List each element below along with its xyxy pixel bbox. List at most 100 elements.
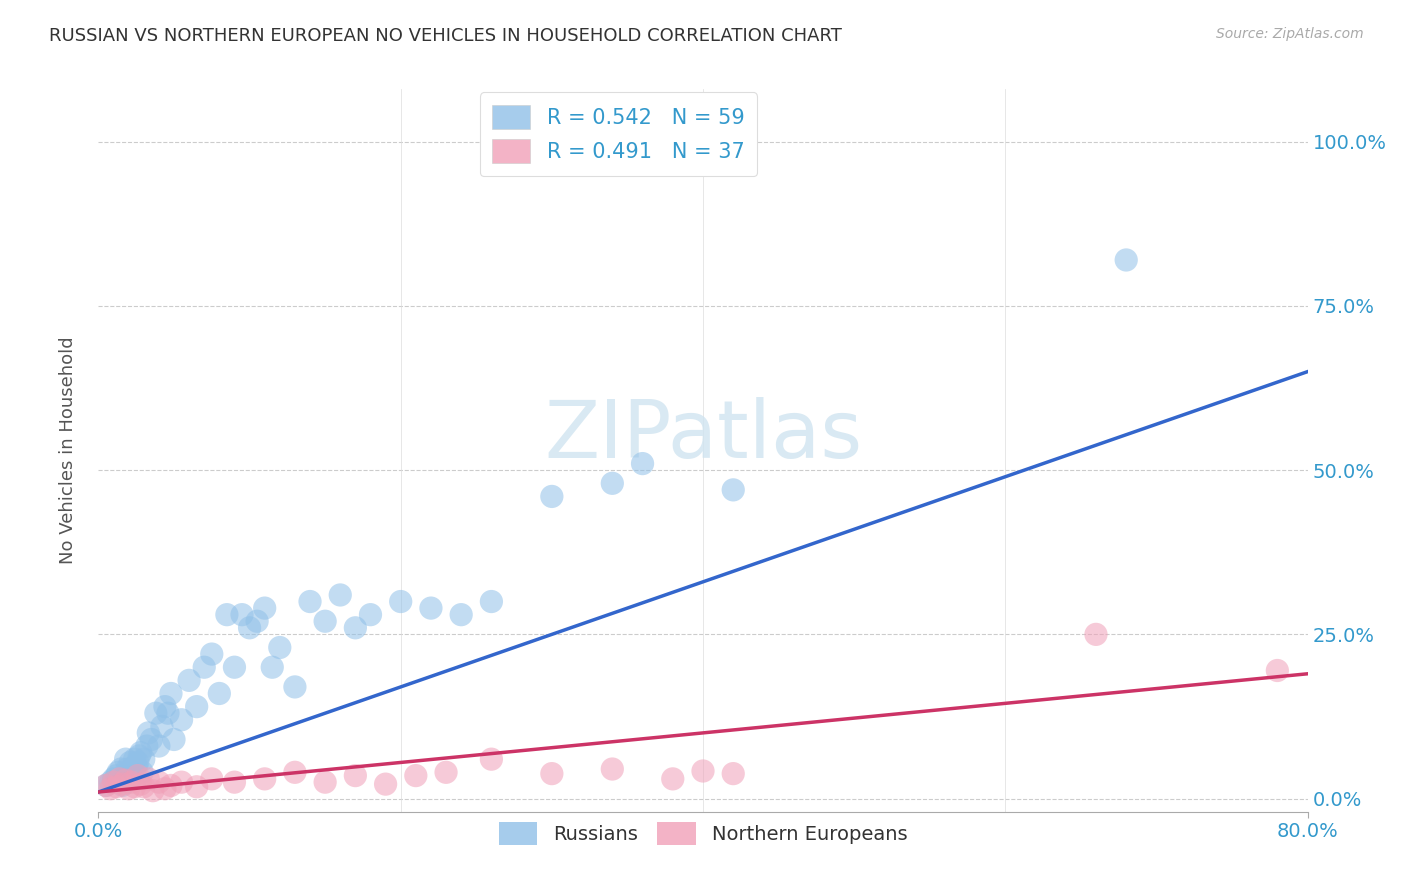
Point bbox=[314, 775, 336, 789]
Point bbox=[160, 686, 183, 700]
Point bbox=[224, 660, 246, 674]
Point bbox=[540, 766, 562, 780]
Point bbox=[661, 772, 683, 786]
Point bbox=[360, 607, 382, 622]
Text: ZIPatlas: ZIPatlas bbox=[544, 397, 862, 475]
Point bbox=[1267, 664, 1289, 678]
Point bbox=[201, 772, 224, 786]
Point bbox=[148, 739, 170, 753]
Point bbox=[215, 607, 238, 622]
Point bbox=[136, 772, 159, 786]
Point bbox=[239, 621, 262, 635]
Point bbox=[127, 769, 149, 783]
Point bbox=[602, 476, 624, 491]
Y-axis label: No Vehicles in Household: No Vehicles in Household bbox=[59, 336, 77, 565]
Point bbox=[129, 746, 152, 760]
Point bbox=[692, 764, 714, 778]
Point bbox=[179, 673, 201, 688]
Point bbox=[114, 752, 136, 766]
Point bbox=[124, 780, 146, 794]
Point bbox=[120, 756, 142, 770]
Point bbox=[389, 594, 412, 608]
Point bbox=[723, 766, 745, 780]
Point bbox=[450, 607, 472, 622]
Point bbox=[125, 758, 148, 772]
Point bbox=[284, 680, 307, 694]
Text: RUSSIAN VS NORTHERN EUROPEAN NO VEHICLES IN HOUSEHOLD CORRELATION CHART: RUSSIAN VS NORTHERN EUROPEAN NO VEHICLES… bbox=[49, 27, 842, 45]
Point bbox=[100, 775, 122, 789]
Point bbox=[193, 660, 215, 674]
Point bbox=[481, 594, 503, 608]
Point bbox=[434, 765, 457, 780]
Point bbox=[723, 483, 745, 497]
Point bbox=[114, 773, 136, 788]
Point bbox=[602, 762, 624, 776]
Point bbox=[329, 588, 352, 602]
Point bbox=[129, 777, 152, 791]
Point bbox=[118, 781, 141, 796]
Point bbox=[631, 457, 654, 471]
Point bbox=[314, 614, 336, 628]
Point bbox=[103, 772, 125, 786]
Point bbox=[1115, 252, 1137, 267]
Point bbox=[103, 775, 125, 789]
Point bbox=[186, 780, 208, 794]
Point bbox=[136, 726, 159, 740]
Point bbox=[284, 765, 307, 780]
Point bbox=[115, 762, 138, 776]
Point bbox=[118, 769, 141, 783]
Point bbox=[131, 765, 153, 780]
Point bbox=[105, 780, 128, 794]
Point bbox=[132, 752, 155, 766]
Text: Source: ZipAtlas.com: Source: ZipAtlas.com bbox=[1216, 27, 1364, 41]
Point bbox=[170, 713, 193, 727]
Point bbox=[124, 752, 146, 766]
Point bbox=[269, 640, 291, 655]
Point bbox=[121, 775, 143, 789]
Point bbox=[141, 732, 163, 747]
Point bbox=[170, 775, 193, 789]
Point bbox=[186, 699, 208, 714]
Point bbox=[1085, 627, 1108, 641]
Point bbox=[94, 779, 117, 793]
Point bbox=[142, 783, 165, 797]
Point bbox=[105, 769, 128, 783]
Point bbox=[128, 748, 150, 763]
Point bbox=[150, 719, 173, 733]
Point bbox=[163, 732, 186, 747]
Point bbox=[112, 772, 135, 786]
Point bbox=[224, 775, 246, 789]
Point bbox=[231, 607, 253, 622]
Point bbox=[246, 614, 269, 628]
Point bbox=[121, 762, 143, 776]
Point bbox=[344, 621, 367, 635]
Point bbox=[94, 779, 117, 793]
Point bbox=[135, 739, 157, 753]
Legend: Russians, Northern Europeans: Russians, Northern Europeans bbox=[491, 814, 915, 853]
Point bbox=[153, 699, 176, 714]
Point bbox=[420, 601, 443, 615]
Point bbox=[111, 777, 134, 791]
Point bbox=[111, 779, 134, 793]
Point bbox=[540, 490, 562, 504]
Point bbox=[145, 706, 167, 721]
Point bbox=[100, 781, 122, 796]
Point bbox=[208, 686, 231, 700]
Point bbox=[201, 647, 224, 661]
Point bbox=[299, 594, 322, 608]
Point bbox=[153, 781, 176, 796]
Point bbox=[160, 779, 183, 793]
Point bbox=[107, 765, 129, 780]
Point bbox=[148, 775, 170, 789]
Point bbox=[253, 772, 276, 786]
Point bbox=[481, 752, 503, 766]
Point bbox=[156, 706, 179, 721]
Point bbox=[262, 660, 284, 674]
Point bbox=[132, 780, 155, 794]
Point bbox=[374, 777, 396, 791]
Point bbox=[108, 772, 131, 786]
Point bbox=[127, 756, 149, 770]
Point bbox=[110, 762, 132, 776]
Point bbox=[344, 769, 367, 783]
Point bbox=[253, 601, 276, 615]
